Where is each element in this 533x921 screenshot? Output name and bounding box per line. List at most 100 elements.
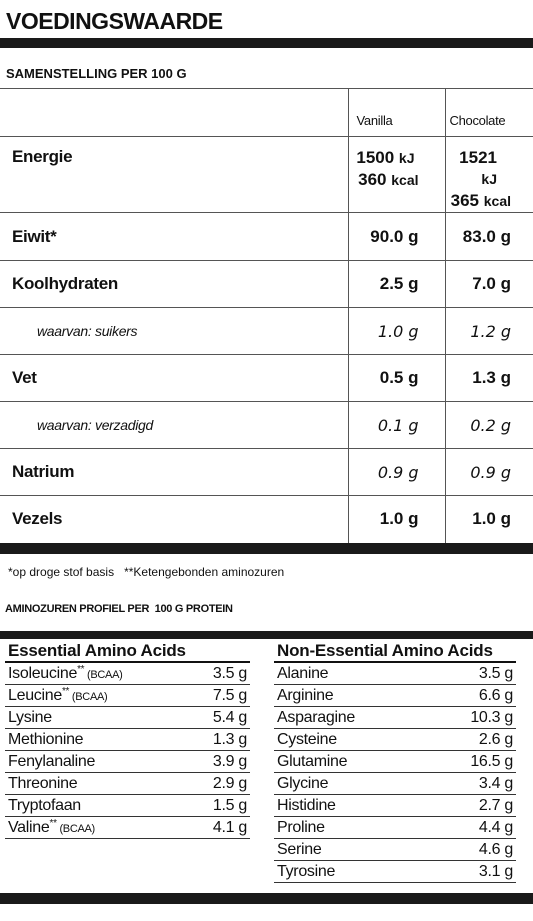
vanilla-value: 0.5 g (347, 354, 445, 402)
energy-vanilla-cell: 1500 kJ 360 kcal (347, 136, 445, 213)
amino-value: 4.4 g (478, 819, 513, 836)
amino-value: 5.4 g (212, 709, 247, 726)
table-row: Vezels 1.0 g 1.0 g (0, 495, 533, 543)
list-item: Histidine 2.7 g (274, 795, 516, 817)
bcaa-marker: ** (49, 818, 57, 829)
top-divider-bar (0, 38, 533, 48)
footnote: *op droge stof basis **Ketengebonden ami… (8, 565, 285, 579)
amino-value: 7.5 g (212, 687, 247, 704)
amino-name: Isoleucine** (BCAA) (8, 663, 123, 684)
energy-kj-value: 1500 (356, 148, 395, 167)
list-item: Glutamine 16.5 g (274, 751, 516, 773)
amino-name: Serine (277, 841, 322, 858)
amino-value: 2.7 g (478, 797, 513, 814)
chocolate-value: 1.3 g (444, 354, 533, 402)
amino-value: 2.6 g (478, 731, 513, 748)
list-item: Asparagine 10.3 g (274, 707, 516, 729)
amino-name: Histidine (277, 797, 336, 814)
amino-value: 6.6 g (478, 687, 513, 704)
amino-profile-heading: AMINOZUREN PROFIEL PER 100 G PROTEIN (5, 603, 233, 615)
nutrition-table: Vanilla Chocolate Energie 1500 kJ 360 kc… (0, 88, 533, 543)
amino-name-text: Valine (8, 819, 50, 836)
amino-name: Cysteine (277, 731, 337, 748)
bcaa-marker: ** (61, 686, 70, 697)
vanilla-value: 0.1 g (347, 401, 445, 449)
amino-value: 4.6 g (478, 841, 513, 858)
amino-name: Alanine (277, 665, 329, 682)
list-item: Isoleucine** (BCAA) 3.5 g (5, 663, 250, 685)
list-item: Cysteine 2.6 g (274, 729, 516, 751)
amino-name: Glycine (277, 775, 329, 792)
composition-heading: SAMENSTELLING PER 100 G (6, 66, 187, 81)
amino-name: Proline (277, 819, 325, 836)
amino-name-text: Threonine (8, 775, 78, 792)
row-label: Vet (0, 354, 348, 402)
table-row: waarvan: verzadigd 0.1 g 0.2 g (0, 401, 533, 449)
vanilla-value: 1.0 g (347, 307, 445, 355)
amino-value: 3.1 g (478, 863, 513, 880)
list-item: Serine 4.6 g (274, 839, 516, 861)
list-item: Glycine 3.4 g (274, 773, 516, 795)
vanilla-value: 1.0 g (347, 495, 445, 543)
amino-name-text: Isoleucine (8, 665, 78, 682)
amino-value: 16.5 g (470, 753, 513, 770)
amino-name: Methionine (8, 729, 84, 750)
amino-name: Lysine (8, 707, 52, 728)
bcaa-note: (BCAA) (84, 669, 123, 681)
energy-kcal-unit: kcal (391, 172, 419, 188)
essential-heading: Essential Amino Acids (5, 642, 250, 663)
amino-name-text: Tryptofaan (8, 797, 81, 814)
energy-kcal-value: 360 (358, 170, 387, 189)
amino-value: 10.3 g (470, 709, 513, 726)
amino-name-text: Fenylanaline (8, 753, 96, 770)
chocolate-value: 0.9 g (444, 448, 533, 496)
table-row: Eiwit* 90.0 g 83.0 g (0, 212, 533, 261)
vanilla-value: 90.0 g (347, 212, 445, 261)
non-essential-amino-list: Non-Essential Amino Acids Alanine 3.5 g Ar… (274, 642, 516, 883)
chocolate-value: 7.0 g (444, 260, 533, 308)
amino-name: Tyrosine (277, 863, 336, 880)
row-label: Energie (0, 136, 348, 213)
energy-kj-line: 1500 kJ (349, 147, 419, 169)
column-header-vanilla: Vanilla (347, 88, 445, 137)
table-header-row: Vanilla Chocolate (0, 88, 533, 137)
row-label: Natrium (0, 448, 348, 496)
middle-divider-bar (0, 543, 533, 554)
list-item: Valine** (BCAA) 4.1 g (5, 817, 250, 839)
row-sublabel: waarvan: verzadigd (0, 401, 348, 449)
chocolate-value: 0.2 g (444, 401, 533, 449)
list-item: Alanine 3.5 g (274, 663, 516, 685)
amino-value: 2.9 g (212, 775, 247, 792)
bcaa-note: (BCAA) (56, 823, 95, 835)
non-essential-heading: Non-Essential Amino Acids (274, 642, 516, 663)
list-item: Proline 4.4 g (274, 817, 516, 839)
amino-value: 3.5 g (212, 665, 247, 682)
vanilla-value: 0.9 g (347, 448, 445, 496)
row-label: Eiwit* (0, 212, 348, 261)
energy-kj-value: 1521 (459, 148, 497, 167)
amino-name: Valine** (BCAA) (8, 817, 95, 838)
energy-kcal-line: 360 kcal (349, 169, 419, 191)
row-sublabel: waarvan: suikers (0, 307, 348, 355)
row-label: Vezels (0, 495, 348, 543)
amino-name: Glutamine (277, 753, 348, 770)
table-row: Natrium 0.9 g 0.9 g (0, 448, 533, 496)
bcaa-note: (BCAA) (69, 691, 108, 703)
list-item: Lysine 5.4 g (5, 707, 250, 729)
chocolate-value: 83.0 g (444, 212, 533, 261)
table-row: Energie 1500 kJ 360 kcal 1521 kJ 365 kca… (0, 136, 533, 213)
amino-value: 3.4 g (478, 775, 513, 792)
table-row: waarvan: suikers 1.0 g 1.2 g (0, 307, 533, 355)
amino-name: Tryptofaan (8, 795, 81, 816)
energy-chocolate-cell: 1521 kJ 365 kcal (444, 136, 533, 213)
energy-kj-unit: kJ (481, 171, 497, 187)
energy-kcal-unit: kcal (483, 193, 511, 209)
bcaa-marker: ** (77, 664, 85, 675)
amino-divider-bar (0, 631, 533, 639)
table-row: Koolhydraten 2.5 g 7.0 g (0, 260, 533, 308)
list-item: Tryptofaan 1.5 g (5, 795, 250, 817)
list-item: Leucine** (BCAA) 7.5 g (5, 685, 250, 707)
list-item: Fenylanaline 3.9 g (5, 751, 250, 773)
list-item: Tyrosine 3.1 g (274, 861, 516, 883)
energy-kj-unit: kJ (398, 150, 415, 166)
